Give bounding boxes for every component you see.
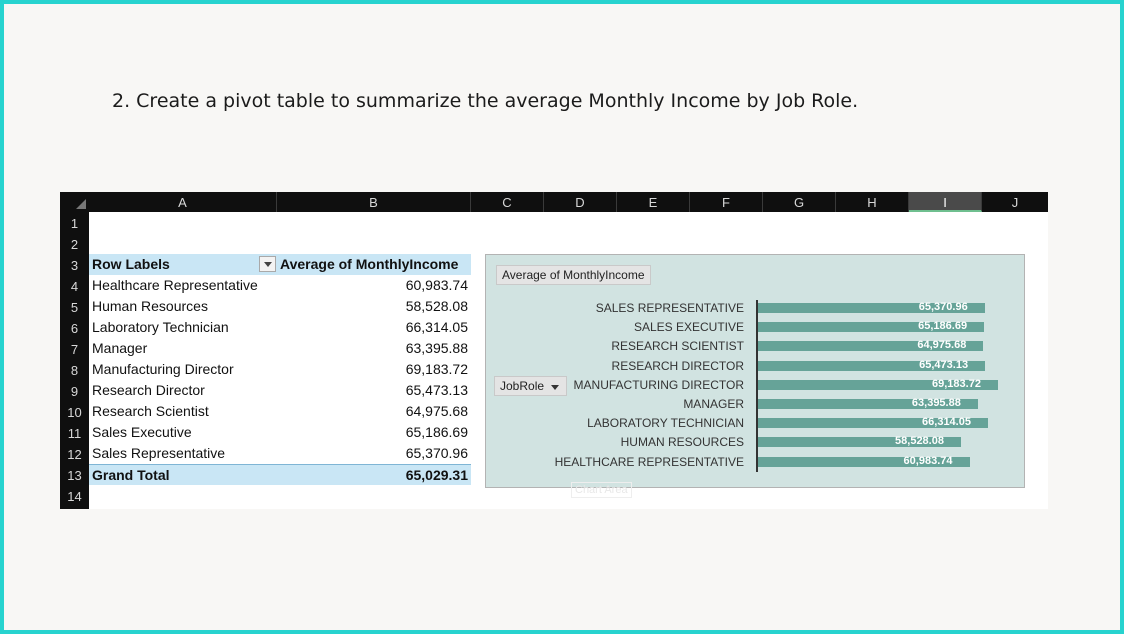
- bar[interactable]: [758, 456, 970, 467]
- instruction-caption: 2. Create a pivot table to summarize the…: [112, 90, 859, 112]
- row-header-bar: 1 2 3 4 5 6 7 8 9 10 11 12 13 14: [60, 212, 89, 509]
- pivot-row-label: Human Resources: [92, 298, 208, 314]
- data-label: 65,186.69: [918, 320, 968, 333]
- select-all-corner[interactable]: [60, 192, 89, 212]
- row-header[interactable]: 12: [67, 447, 82, 462]
- row-header[interactable]: 7: [70, 342, 79, 357]
- pivot-row[interactable]: Research Scientist 64,975.68: [89, 401, 471, 422]
- category-label: SALES REPRESENTATIVE: [595, 301, 744, 315]
- pivot-row-value: 64,975.68: [405, 403, 468, 419]
- grand-total-value: 65,029.31: [405, 467, 468, 483]
- category-label: HEALTHCARE REPRESENTATIVE: [554, 454, 744, 469]
- column-header-g[interactable]: G: [763, 192, 836, 212]
- category-label: RESEARCH SCIENTIST: [611, 339, 744, 354]
- pivot-row[interactable]: Laboratory Technician 66,314.05: [89, 317, 471, 338]
- jobrole-field-button[interactable]: JobRole: [494, 376, 568, 396]
- pivot-row-label: Manufacturing Director: [92, 361, 234, 377]
- grand-total-label: Grand Total: [92, 467, 170, 483]
- column-header-h[interactable]: H: [836, 192, 909, 212]
- bar[interactable]: [758, 418, 989, 429]
- row-header[interactable]: 11: [67, 426, 82, 441]
- data-label: 69,183.72: [932, 377, 981, 390]
- bar[interactable]: [758, 341, 984, 352]
- row-header[interactable]: 3: [70, 258, 79, 273]
- grand-total-row[interactable]: Grand Total 65,029.31: [89, 464, 471, 485]
- row-header[interactable]: 9: [70, 384, 79, 399]
- data-label: 58,528.08: [895, 435, 944, 448]
- chart-area-tooltip: Chart Area: [571, 482, 632, 498]
- row-header[interactable]: 6: [70, 321, 79, 336]
- column-header-i[interactable]: I: [909, 192, 982, 212]
- category-label: RESEARCH DIRECTOR: [611, 358, 744, 373]
- chevron-down-icon: [551, 385, 560, 390]
- pivot-row-value: 60,983.74: [405, 277, 468, 293]
- column-header-d[interactable]: D: [544, 192, 617, 212]
- pivot-row-label: Sales Representative: [92, 445, 226, 461]
- bar[interactable]: [758, 399, 978, 409]
- bar[interactable]: [758, 360, 986, 371]
- pivot-row-value: 63,395.88: [405, 340, 468, 356]
- pivot-row[interactable]: Human Resources 58,528.08: [89, 296, 471, 317]
- value-field-header[interactable]: Average of MonthlyIncome: [280, 256, 459, 272]
- data-label: 65,473.13: [919, 358, 969, 371]
- value-field-button[interactable]: Average of MonthlyIncome: [496, 265, 651, 285]
- bar[interactable]: [758, 303, 985, 313]
- pivot-row-label: Research Director: [92, 382, 205, 398]
- row-header[interactable]: 2: [70, 237, 79, 252]
- pivot-row-value: 65,186.69: [405, 424, 468, 440]
- pivot-row-value: 66,314.05: [405, 319, 468, 335]
- category-label: MANUFACTURING DIRECTOR: [573, 377, 744, 392]
- pivot-row[interactable]: Sales Executive 65,186.69: [89, 422, 471, 443]
- data-label: 60,983.74: [903, 454, 953, 467]
- row-labels-header[interactable]: Row Labels: [92, 256, 170, 272]
- row-header[interactable]: 10: [67, 405, 82, 420]
- pivot-row[interactable]: Manager 63,395.88: [89, 338, 471, 359]
- row-header[interactable]: 5: [70, 300, 79, 315]
- bar[interactable]: [758, 322, 985, 333]
- pivot-row-label: Laboratory Technician: [92, 319, 229, 335]
- spreadsheet: A B C D E F G H I J 1 2 3 4 5 6 7 8 9 10…: [60, 192, 1048, 509]
- column-header-a[interactable]: A: [89, 192, 277, 212]
- pivot-row-label: Healthcare Representative: [92, 277, 258, 293]
- bar[interactable]: [758, 379, 998, 390]
- pivot-row-label: Manager: [92, 340, 148, 356]
- pivot-chart[interactable]: Average of MonthlyIncome JobRole SALES R…: [485, 254, 1025, 488]
- pivot-row-value: 65,370.96: [405, 445, 468, 461]
- category-label: HUMAN RESOURCES: [620, 435, 744, 450]
- data-label: 64,975.68: [917, 339, 967, 352]
- pivot-row-value: 65,473.13: [405, 382, 468, 398]
- column-header-bar: [60, 192, 1048, 212]
- row-header[interactable]: 8: [70, 363, 79, 378]
- pivot-row-value: 69,183.72: [405, 361, 468, 377]
- data-label: 66,314.05: [922, 416, 971, 429]
- column-header-j[interactable]: J: [1011, 195, 1019, 210]
- category-label: LABORATORY TECHNICIAN: [587, 416, 744, 431]
- column-header-e[interactable]: E: [617, 192, 690, 212]
- category-label: SALES EXECUTIVE: [633, 320, 744, 335]
- jobrole-field-label: JobRole: [500, 379, 545, 393]
- data-label: 65,370.96: [918, 301, 968, 313]
- pivot-row-label: Research Scientist: [92, 403, 209, 419]
- column-header-f[interactable]: F: [690, 192, 763, 212]
- column-header-b[interactable]: B: [277, 192, 471, 212]
- row-labels-filter-dropdown-icon[interactable]: [259, 256, 276, 272]
- category-axis-line: [756, 300, 758, 472]
- pivot-row[interactable]: Sales Representative 65,370.96: [89, 443, 471, 464]
- row-header[interactable]: 4: [70, 279, 79, 294]
- data-label: 63,395.88: [911, 397, 961, 409]
- row-header[interactable]: 14: [67, 489, 82, 504]
- pivot-header-row: Row Labels Average of MonthlyIncome: [89, 254, 471, 275]
- category-label: MANAGER: [683, 397, 744, 411]
- row-header[interactable]: 13: [67, 468, 82, 483]
- pivot-row[interactable]: Healthcare Representative 60,983.74: [89, 275, 471, 296]
- pivot-row[interactable]: Research Director 65,473.13: [89, 380, 471, 401]
- bar[interactable]: [758, 437, 962, 448]
- pivot-row-value: 58,528.08: [405, 298, 468, 314]
- pivot-row[interactable]: Manufacturing Director 69,183.72: [89, 359, 471, 380]
- pivot-row-label: Sales Executive: [92, 424, 192, 440]
- row-header[interactable]: 1: [70, 216, 79, 231]
- column-header-c[interactable]: C: [471, 192, 544, 212]
